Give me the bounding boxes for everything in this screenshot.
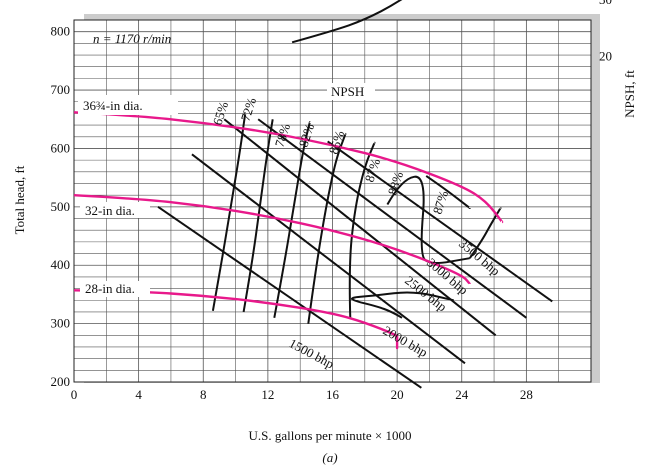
- y-tick-label: 800: [51, 24, 71, 39]
- head-curve-label: 36¾-in dia.: [83, 98, 143, 113]
- label-background: [78, 95, 178, 115]
- bhp-line: [157, 206, 422, 389]
- label-background: [80, 281, 150, 297]
- label-background: [327, 83, 375, 100]
- caption: (a): [322, 450, 337, 465]
- x-tick-label: 20: [391, 387, 404, 402]
- x-axis-ticks: 0 4 8 12 16 20 24 28: [71, 387, 533, 402]
- y2-axis-title: NPSH, ft: [622, 70, 637, 118]
- efficiency-label: 87%: [362, 156, 384, 183]
- plot-frame: [73, 19, 592, 383]
- efficiency-curve: [350, 291, 454, 319]
- efficiency-label: 65%: [210, 99, 232, 126]
- efficiency-label: 78%: [272, 121, 294, 148]
- grid: [73, 19, 592, 383]
- y-tick-label: 200: [51, 374, 71, 389]
- efficiency-curve: [307, 132, 347, 324]
- x-tick-label: 12: [261, 387, 274, 402]
- efficiency-curve: [386, 175, 470, 265]
- head-curve: [73, 194, 471, 285]
- x-tick-label: 16: [326, 387, 340, 402]
- head-curve: [73, 111, 504, 224]
- efficiency-curve: [425, 175, 471, 210]
- x-tick-label: 8: [200, 387, 207, 402]
- head-curve: [73, 289, 399, 350]
- y-tick-label: 400: [51, 257, 71, 272]
- bhp-line: [191, 153, 466, 365]
- efficiency-curve: [273, 121, 311, 318]
- speed-annotation: n = 1170 r/min: [93, 31, 171, 46]
- y-axis-title: Total head, ft: [12, 165, 27, 234]
- efficiency-curve: [468, 207, 502, 259]
- efficiency-label: 82%: [296, 121, 318, 148]
- y-axis-ticks: 200 300 400 500 600 700 800: [51, 24, 71, 389]
- y-tick-label: 500: [51, 199, 71, 214]
- x-tick-label: 4: [135, 387, 142, 402]
- efficiency-label: 88%: [385, 169, 407, 196]
- efficiency-curve: [211, 112, 247, 311]
- curves: [73, 0, 553, 389]
- npsh-curve: [291, 0, 403, 44]
- head-curve-label: 28-in dia.: [85, 281, 135, 296]
- x-tick-label: 24: [455, 387, 469, 402]
- y2-tick-label: 20: [599, 48, 612, 63]
- efficiency-label: 72%: [238, 95, 260, 122]
- label-background: [80, 202, 150, 218]
- y-tick-label: 700: [51, 82, 71, 97]
- npsh-curve-label: NPSH: [331, 84, 364, 99]
- y-tick-label: 300: [51, 316, 71, 331]
- efficiency-label: 87%: [430, 188, 452, 215]
- x-axis-title: U.S. gallons per minute × 1000: [249, 428, 412, 443]
- x-tick-label: 0: [71, 387, 78, 402]
- y-tick-label: 600: [51, 140, 71, 155]
- efficiency-curve: [242, 119, 274, 313]
- y2-tick-label: 30: [599, 0, 612, 7]
- efficiency-label: 85%: [326, 128, 348, 155]
- efficiency-curve: [348, 141, 376, 319]
- head-curve-label: 32-in dia.: [85, 203, 135, 218]
- x-tick-label: 28: [520, 387, 533, 402]
- y2-axis-ticks: 20304050: [599, 0, 612, 63]
